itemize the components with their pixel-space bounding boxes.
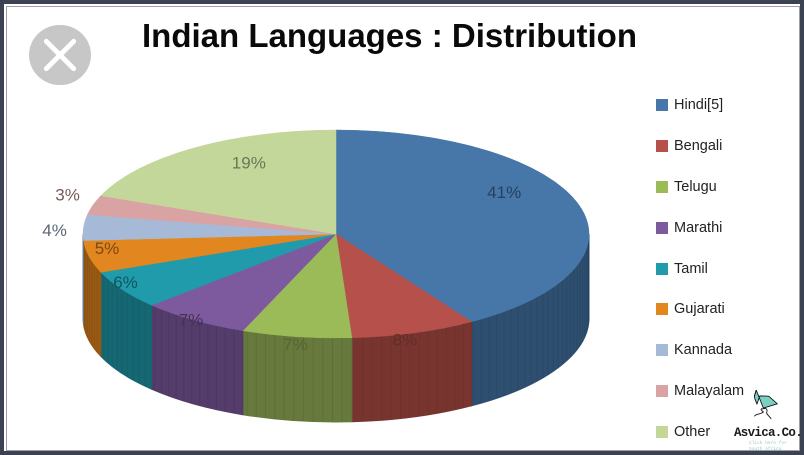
svg-text:41%: 41% xyxy=(487,183,521,202)
svg-text:3%: 3% xyxy=(55,185,80,204)
svg-text:7%: 7% xyxy=(283,335,308,354)
svg-text:6%: 6% xyxy=(113,273,138,292)
svg-text:4%: 4% xyxy=(42,221,67,240)
svg-text:19%: 19% xyxy=(232,153,266,172)
svg-text:7%: 7% xyxy=(179,310,204,329)
svg-text:8%: 8% xyxy=(393,330,418,349)
svg-text:5%: 5% xyxy=(95,239,120,258)
